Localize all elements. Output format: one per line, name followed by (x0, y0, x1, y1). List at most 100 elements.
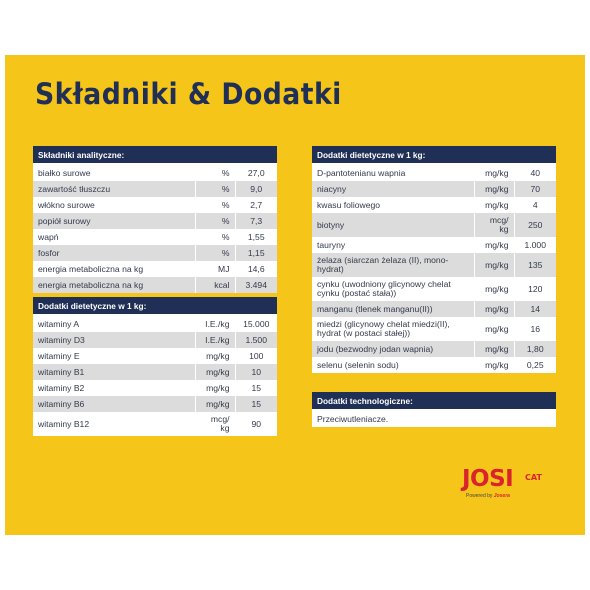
row-value: 1,15 (235, 245, 277, 261)
row-value: 70 (514, 181, 556, 197)
table-row: witaminy B6 mg/kg 15 (33, 396, 277, 412)
dietary-right-header: Dodatki dietetyczne w 1 kg: (312, 146, 556, 165)
table-row: manganu (tlenek manganu(II)) mg/kg 14 (312, 301, 556, 317)
row-name: selenu (selenin sodu) (312, 357, 474, 373)
row-unit: % (194, 229, 236, 245)
row-value: 1,55 (235, 229, 277, 245)
row-value: 1.500 (235, 332, 277, 348)
row-unit: mg/kg (473, 301, 515, 317)
table-row: selenu (selenin sodu) mg/kg 0,25 (312, 357, 556, 373)
row-name: cynku (uwodniony glicynowy chelat cynku (… (312, 277, 474, 301)
logo-byline: Powered by Josera (466, 493, 510, 499)
table-row: witaminy B2 mg/kg 15 (33, 380, 277, 396)
josi-cat-logo: JOSI CAT Powered by Josera (462, 466, 557, 500)
row-unit: % (194, 164, 236, 181)
row-value: 14 (514, 301, 556, 317)
table-row: energia metaboliczna na kg MJ 14,6 (33, 261, 277, 277)
row-unit: mg/kg (194, 364, 236, 380)
row-value: 16 (514, 317, 556, 341)
table-row: żelaza (siarczan żelaza (II), mono-hydra… (312, 253, 556, 277)
row-unit: mg/kg (473, 237, 515, 253)
table-row: niacyny mg/kg 70 (312, 181, 556, 197)
logo-brand: JOSI (462, 466, 514, 492)
table-row: białko surowe% 27,0 (33, 164, 277, 181)
row-name: D-pantotenianu wapnia (312, 164, 474, 181)
dietary-left-table: Dodatki dietetyczne w 1 kg: witaminy A I.… (33, 297, 277, 436)
row-value: 7,3 (235, 213, 277, 229)
row-name: witaminy E (33, 348, 195, 364)
table-row: witaminy A I.E./kg 15.000 (33, 315, 277, 332)
table-row: tauryny mg/kg 1.000 (312, 237, 556, 253)
table-row: zawartość tłuszczu% 9,0 (33, 181, 277, 197)
row-name: witaminy B1 (33, 364, 195, 380)
dietary-right-table: Dodatki dietetyczne w 1 kg: D-pantotenia… (312, 146, 556, 373)
table-row: wapń% 1,55 (33, 229, 277, 245)
row-name: energia metaboliczna na kg (33, 277, 195, 293)
logo-sub: CAT (525, 473, 542, 482)
row-name: biotyny (312, 213, 474, 237)
technological-text: Przeciwutleniacze. (312, 410, 556, 427)
dietary-left-header: Dodatki dietetyczne w 1 kg: (33, 297, 277, 316)
row-unit: mg/kg (473, 317, 515, 341)
table-row: miedzi (glicynowy chelat miedzi(II), hydr… (312, 317, 556, 341)
row-name: witaminy A (33, 315, 195, 332)
table-row: witaminy B12 mcg/kg 90 (33, 412, 277, 436)
row-name: zawartość tłuszczu (33, 181, 195, 197)
row-unit: mg/kg (473, 277, 515, 301)
row-name: kwasu foliowego (312, 197, 474, 213)
row-name: witaminy B2 (33, 380, 195, 396)
row-name: manganu (tlenek manganu(II)) (312, 301, 474, 317)
table-row: fosfor% 1,15 (33, 245, 277, 261)
row-name: witaminy D3 (33, 332, 195, 348)
row-unit: % (194, 181, 236, 197)
row-value: 40 (514, 164, 556, 181)
analytical-header: Składniki analityczne: (33, 146, 277, 165)
table-row: witaminy B1 mg/kg 10 (33, 364, 277, 380)
row-value: 90 (235, 412, 277, 436)
row-unit: mg/kg (194, 396, 236, 412)
row-value: 15 (235, 396, 277, 412)
row-value: 14,6 (235, 261, 277, 277)
table-row: jodu (bezwodny jodan wapnia) mg/kg 1,80 (312, 341, 556, 357)
row-unit: mcg/kg (473, 213, 515, 237)
row-value: 3.494 (235, 277, 277, 293)
analytical-table: Składniki analityczne: białko surowe% 27,… (33, 146, 277, 293)
row-unit: mcg/kg (194, 412, 236, 436)
row-value: 15.000 (235, 315, 277, 332)
row-value: 10 (235, 364, 277, 380)
row-name: włókno surowe (33, 197, 195, 213)
table-row: D-pantotenianu wapnia mg/kg 40 (312, 164, 556, 181)
row-name: jodu (bezwodny jodan wapnia) (312, 341, 474, 357)
row-unit: mg/kg (473, 357, 515, 373)
row-unit: I.E./kg (194, 332, 236, 348)
row-unit: mg/kg (194, 348, 236, 364)
row-unit: mg/kg (473, 197, 515, 213)
row-name: witaminy B6 (33, 396, 195, 412)
row-unit: % (194, 213, 236, 229)
technological-header: Dodatki technologiczne: (312, 392, 556, 411)
technological-table: Dodatki technologiczne: Przeciwutleniacz… (312, 392, 556, 427)
row-value: 4 (514, 197, 556, 213)
page-title: Składniki & Dodatki (35, 77, 342, 111)
table-row: cynku (uwodniony glicynowy chelat cynku (… (312, 277, 556, 301)
row-value: 0,25 (514, 357, 556, 373)
row-value: 120 (514, 277, 556, 301)
table-row: energia metaboliczna na kg kcal 3.494 (33, 277, 277, 293)
row-value: 250 (514, 213, 556, 237)
table-row: włókno surowe% 2,7 (33, 197, 277, 213)
row-value: 135 (514, 253, 556, 277)
row-name: energia metaboliczna na kg (33, 261, 195, 277)
row-unit: % (194, 197, 236, 213)
row-name: wapń (33, 229, 195, 245)
row-value: 2,7 (235, 197, 277, 213)
row-unit: I.E./kg (194, 315, 236, 332)
table-row: witaminy D3 I.E./kg 1.500 (33, 332, 277, 348)
row-value: 1.000 (514, 237, 556, 253)
row-unit: mg/kg (473, 181, 515, 197)
row-unit: kcal (194, 277, 236, 293)
row-name: niacyny (312, 181, 474, 197)
table-row: biotyny mcg/kg 250 (312, 213, 556, 237)
row-value: 27,0 (235, 164, 277, 181)
row-name: miedzi (glicynowy chelat miedzi(II), hydr… (312, 317, 474, 341)
